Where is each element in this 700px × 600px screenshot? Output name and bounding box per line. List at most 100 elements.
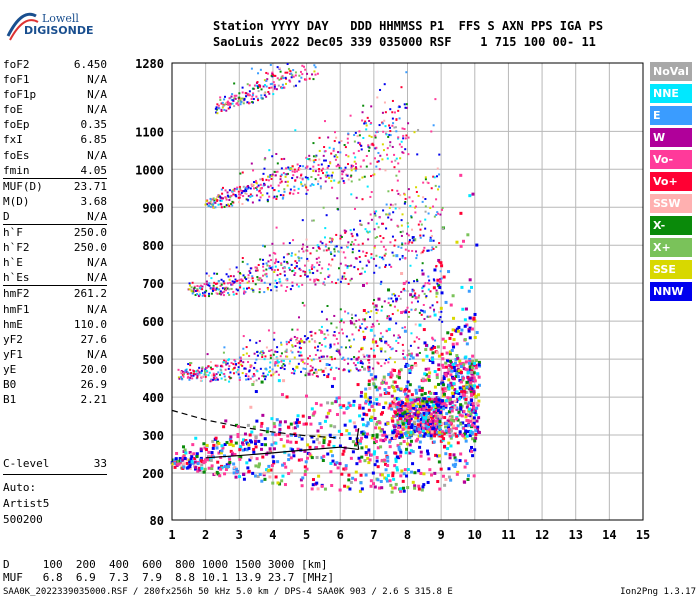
echo-point (190, 286, 193, 289)
echo-point (396, 224, 399, 227)
echo-point (377, 402, 381, 406)
echo-point (344, 464, 348, 468)
echo-point (400, 224, 403, 227)
echo-point (203, 293, 206, 296)
echo-point (296, 176, 299, 179)
echo-point (177, 376, 180, 379)
echo-point (308, 77, 311, 80)
echo-point (438, 427, 442, 431)
echo-point (363, 338, 366, 341)
param-row: yF1 N/A (3, 347, 107, 362)
echo-point (340, 167, 343, 170)
echo-point (383, 254, 386, 257)
echo-point (306, 176, 309, 179)
echo-point (223, 454, 227, 458)
echo-point (375, 210, 378, 213)
echo-point (365, 413, 369, 417)
echo-point (194, 294, 197, 297)
echo-point (268, 267, 271, 270)
echo-point (359, 361, 363, 365)
echo-point (380, 458, 384, 462)
echo-point (401, 243, 404, 246)
echo-point (424, 424, 428, 428)
echo-point (189, 453, 193, 457)
echo-cluster (390, 359, 482, 438)
echo-point (355, 441, 359, 445)
echo-point (404, 402, 408, 406)
echo-point (289, 288, 292, 291)
echo-point (389, 483, 393, 487)
echo-point (287, 166, 290, 169)
echo-point (324, 367, 327, 370)
echo-point (433, 432, 437, 436)
echo-point (280, 352, 283, 355)
echo-point (459, 422, 463, 426)
echo-point (282, 172, 285, 175)
echo-point (365, 251, 368, 254)
echo-point (448, 367, 452, 371)
echo-point (336, 348, 339, 351)
echo-point (203, 369, 206, 372)
echo-point (308, 340, 311, 343)
echo-point (269, 468, 273, 472)
echo-point (189, 376, 192, 379)
echo-point (397, 376, 401, 380)
echo-point (259, 433, 263, 437)
echo-point (227, 107, 230, 110)
echo-point (327, 333, 330, 336)
echo-point (242, 195, 245, 198)
echo-point (348, 339, 351, 342)
echo-point (332, 444, 336, 448)
echo-point (315, 375, 318, 378)
echo-point (368, 261, 371, 264)
echo-point (462, 426, 466, 430)
echo-point (417, 427, 421, 431)
echo-point (379, 445, 383, 449)
echo-point (275, 289, 278, 292)
echo-point (306, 72, 309, 75)
echo-point (308, 158, 311, 161)
echo-point (318, 356, 321, 359)
echo-point (338, 462, 342, 466)
echo-point (378, 124, 381, 127)
echo-point (228, 365, 231, 368)
echo-point (311, 483, 315, 487)
echo-point (359, 481, 363, 485)
echo-point (265, 95, 268, 98)
echo-point (358, 441, 362, 445)
echo-point (356, 234, 359, 237)
echo-point (324, 159, 327, 162)
echo-point (398, 414, 402, 418)
echo-point (441, 357, 445, 361)
echo-point (304, 460, 308, 464)
echo-point (408, 409, 412, 413)
echo-point (390, 394, 394, 398)
echo-point (441, 363, 445, 367)
echo-point (271, 455, 275, 459)
echo-point (182, 462, 186, 466)
echo-point (442, 377, 446, 381)
echo-point (354, 166, 357, 169)
echo-point (381, 335, 384, 338)
echo-point (288, 192, 291, 195)
echo-point (469, 362, 473, 366)
echo-point (323, 120, 326, 123)
echo-point (225, 198, 228, 201)
echo-point (262, 351, 265, 354)
echo-point (274, 260, 277, 263)
echo-point (195, 454, 199, 458)
echo-point (394, 203, 397, 206)
echo-point (330, 180, 333, 183)
echo-point (247, 360, 250, 363)
echo-point (209, 380, 212, 383)
echo-point (367, 222, 370, 225)
echo-point (455, 372, 459, 376)
echo-point (414, 205, 417, 208)
echo-point (204, 373, 207, 376)
echo-point (368, 230, 371, 233)
echo-point (220, 449, 224, 453)
echo-point (286, 279, 289, 282)
echo-point (251, 194, 254, 197)
echo-point (347, 155, 350, 158)
y-tick-label: 800 (142, 239, 164, 253)
